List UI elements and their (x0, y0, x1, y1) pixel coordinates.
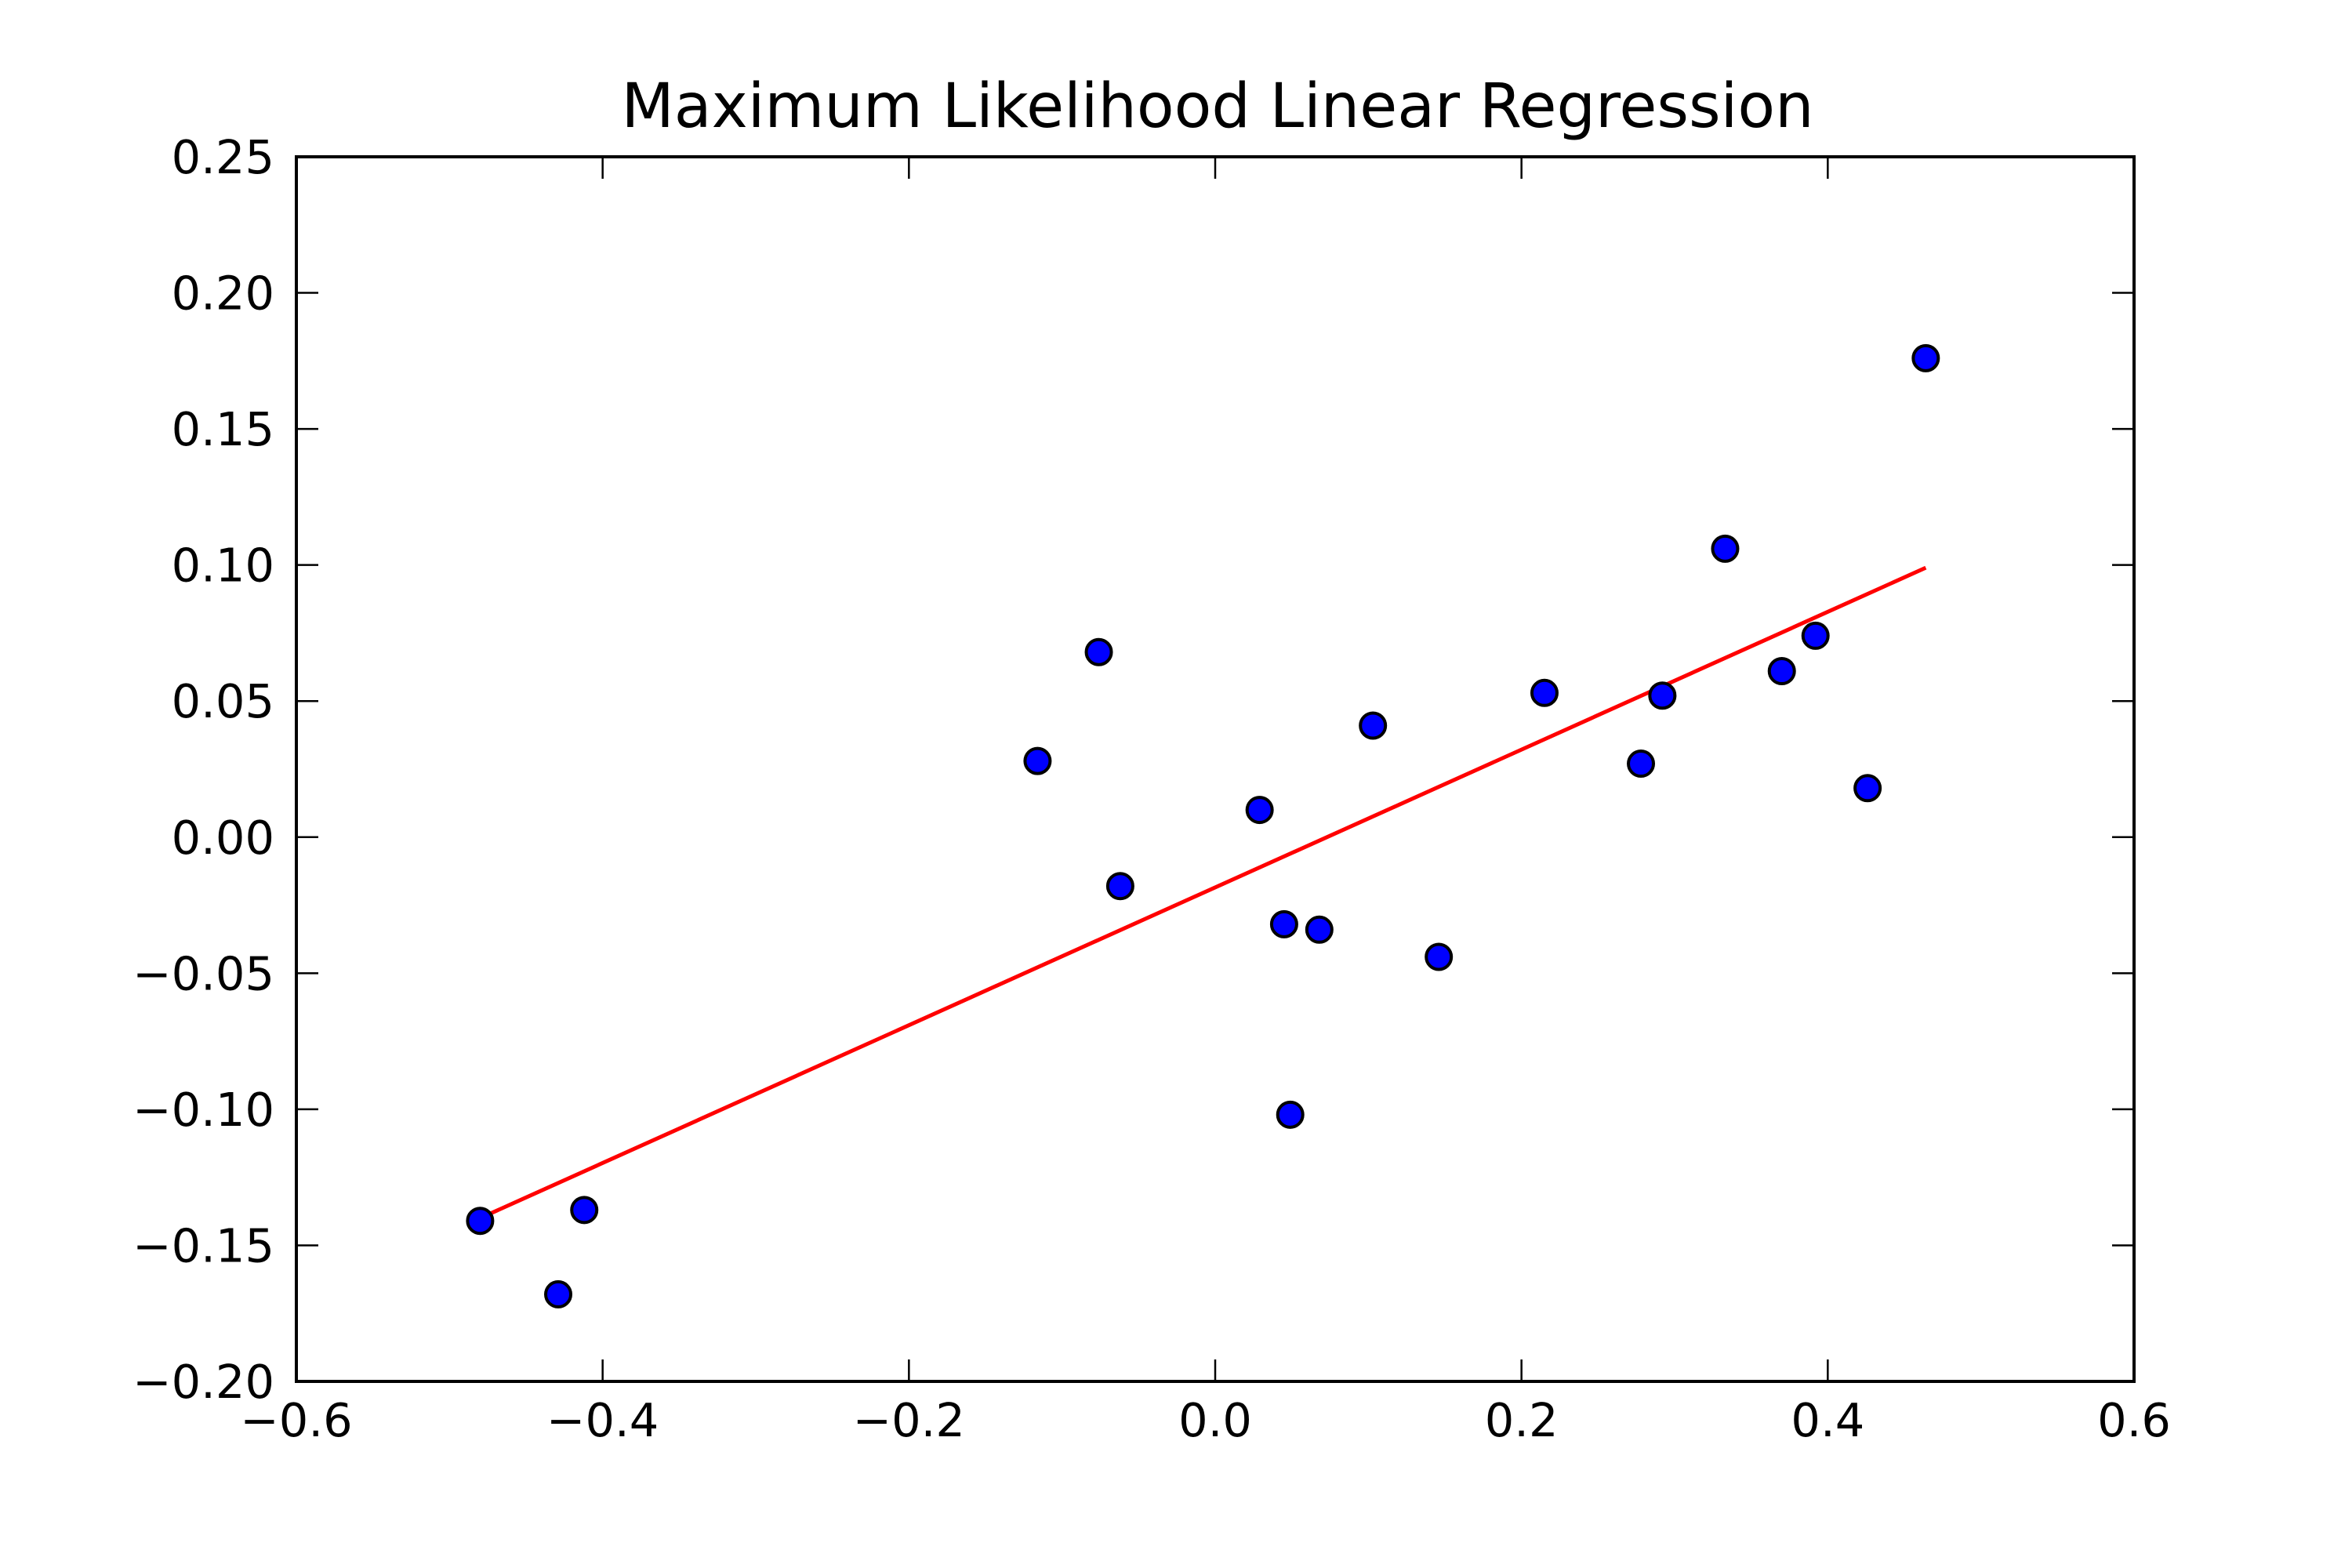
ticks-layer: −0.6 −0.4 −0.2 0.0 0.2 0.4 0.6 −0.20 −0.15 −0.10 −… (132, 130, 2171, 1447)
y-tick-label: 0.20 (172, 267, 274, 321)
data-point (1105, 872, 1134, 901)
x-tick-label: −0.2 (853, 1393, 965, 1447)
y-tick-label: 0.00 (172, 811, 274, 865)
data-point (1276, 1100, 1305, 1129)
x-tick-label: 0.0 (1178, 1393, 1252, 1447)
y-tick-label: 0.05 (172, 674, 274, 728)
y-tick-label: −0.15 (132, 1218, 274, 1272)
y-tick-label: −0.05 (132, 946, 274, 1000)
data-point (466, 1207, 495, 1236)
data-point (1269, 909, 1298, 938)
data-point (1359, 711, 1388, 740)
y-tick-label: 0.15 (172, 402, 274, 456)
data-point (1305, 915, 1334, 944)
data-point (1711, 534, 1740, 563)
data-point (1911, 343, 1940, 372)
data-point (1627, 750, 1656, 779)
data-point (570, 1196, 599, 1225)
data-point (1530, 678, 1559, 707)
y-tick-label: 0.10 (172, 539, 274, 593)
plot-frame (295, 155, 2136, 1383)
data-point (1648, 681, 1677, 710)
x-tick-label: 0.4 (1791, 1393, 1864, 1447)
regression-line (479, 565, 1927, 1221)
data-point (1801, 621, 1830, 650)
x-tick-label: 0.6 (2097, 1393, 2171, 1447)
y-tick-label: 0.25 (172, 130, 274, 184)
data-point (1023, 746, 1052, 775)
data-point (544, 1279, 573, 1308)
y-tick-label: −0.10 (132, 1083, 274, 1137)
data-point (1425, 942, 1454, 971)
x-tick-label: −0.4 (546, 1393, 659, 1447)
data-point (1084, 637, 1113, 666)
data-point (1853, 774, 1882, 803)
series-layer (466, 343, 1940, 1308)
chart-title: Maximum Likelihood Linear Regression (622, 71, 1814, 142)
data-point (1767, 657, 1796, 686)
x-tick-label: 0.2 (1485, 1393, 1559, 1447)
data-point (1245, 796, 1274, 825)
y-tick-label: −0.20 (132, 1355, 274, 1409)
x-tick-label: −0.6 (240, 1393, 352, 1447)
